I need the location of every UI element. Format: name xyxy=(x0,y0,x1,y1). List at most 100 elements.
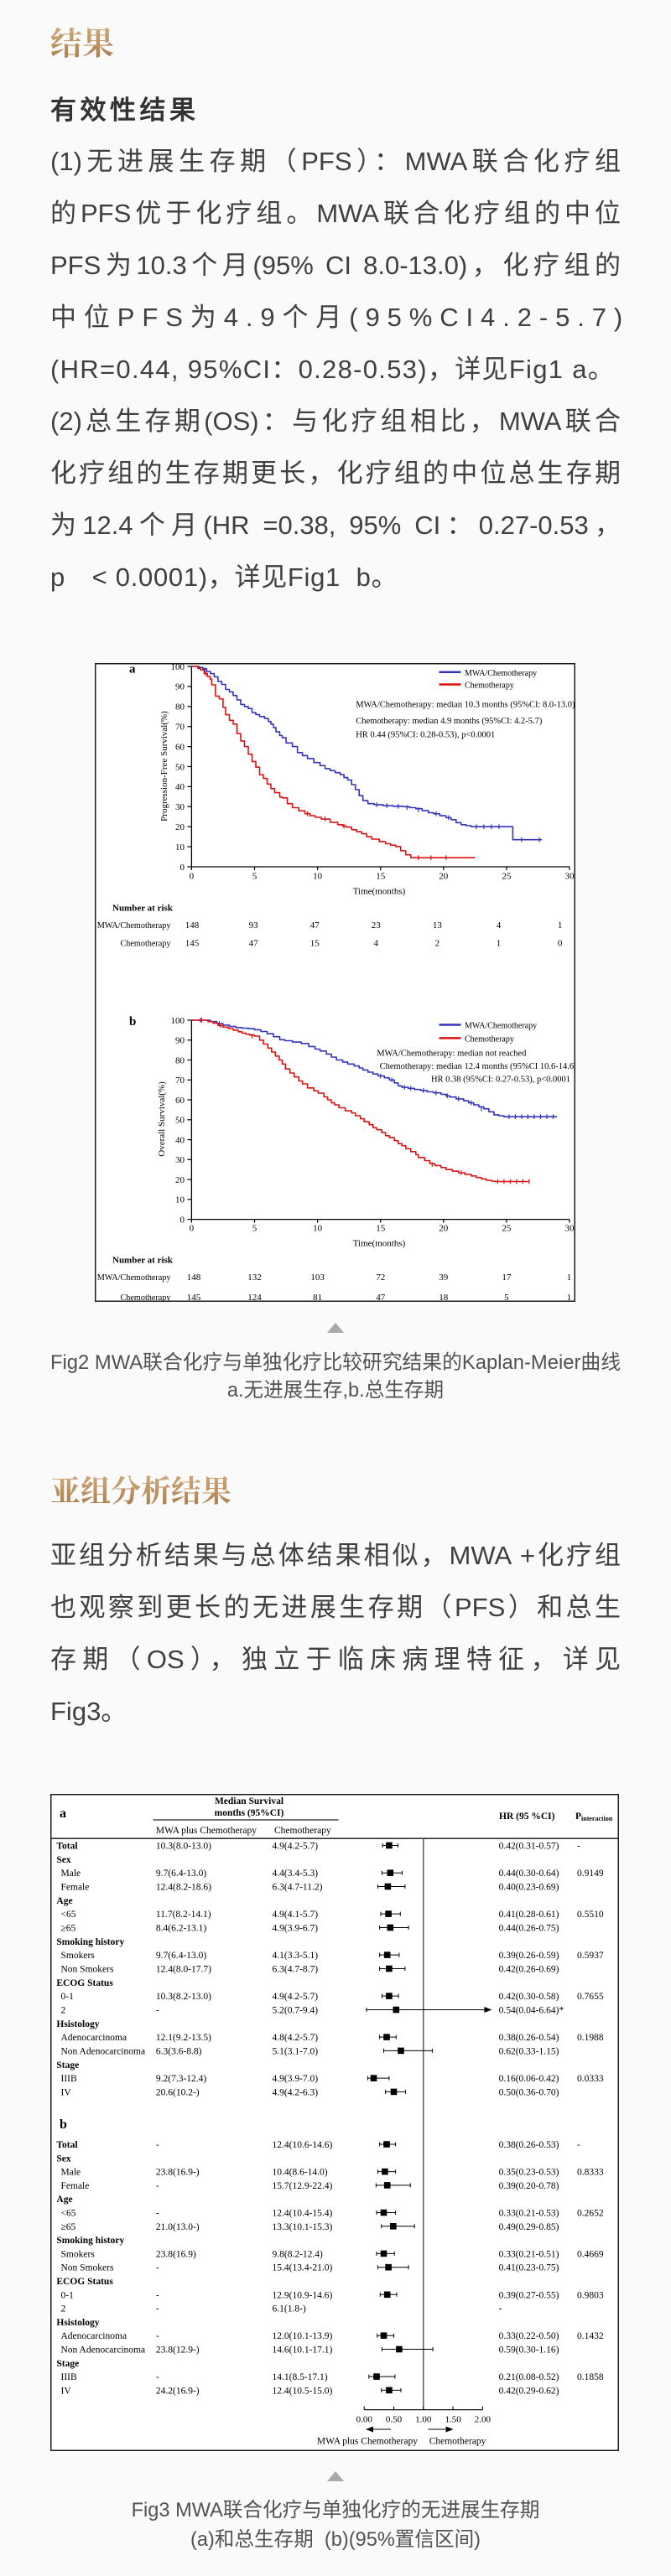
svg-text:10: 10 xyxy=(175,1195,185,1205)
svg-text:39: 39 xyxy=(439,1272,449,1283)
svg-text:2: 2 xyxy=(435,939,440,949)
svg-text:4: 4 xyxy=(497,920,502,930)
svg-text:145: 145 xyxy=(187,1293,201,1302)
svg-text:10: 10 xyxy=(175,842,185,853)
svg-text:0.33(0.21-0.51): 0.33(0.21-0.51) xyxy=(499,2249,559,2259)
svg-text:0.50(0.36-0.70): 0.50(0.36-0.70) xyxy=(499,2087,559,2097)
svg-text:Hsistology: Hsistology xyxy=(56,2318,99,2328)
svg-text:0.42(0.31-0.57): 0.42(0.31-0.57) xyxy=(499,1842,559,1852)
svg-text:60: 60 xyxy=(175,742,185,752)
svg-text:Stage: Stage xyxy=(56,2359,79,2369)
svg-text:0.1858: 0.1858 xyxy=(577,2372,604,2382)
svg-text:Overall Survival(%): Overall Survival(%) xyxy=(157,1081,167,1157)
svg-text:0.44(0.26-0.75): 0.44(0.26-0.75) xyxy=(499,1924,559,1934)
svg-text:12.4(8.0-17.7): 12.4(8.0-17.7) xyxy=(156,1965,211,1975)
svg-text:-: - xyxy=(156,2290,159,2300)
svg-text:0.39(0.27-0.55): 0.39(0.27-0.55) xyxy=(499,2290,559,2300)
svg-text:MWA/Chemotherapy: MWA/Chemotherapy xyxy=(465,1022,537,1031)
svg-text:12.9(10.9-14.6): 12.9(10.9-14.6) xyxy=(273,2290,333,2300)
svg-text:100: 100 xyxy=(171,1016,185,1026)
svg-text:0.33(0.21-0.53): 0.33(0.21-0.53) xyxy=(499,2209,559,2219)
svg-text:MWA/Chemotherapy: median not r: MWA/Chemotherapy: median not reached xyxy=(377,1049,527,1058)
svg-text:Stage: Stage xyxy=(56,2060,79,2071)
svg-text:6.3(4.7-11.2): 6.3(4.7-11.2) xyxy=(273,1883,323,1893)
svg-text:18: 18 xyxy=(439,1293,449,1302)
svg-text:12.4(8.2-18.6): 12.4(8.2-18.6) xyxy=(156,1883,211,1893)
svg-text:MWA plus Chemotherapy: MWA plus Chemotherapy xyxy=(317,2437,418,2447)
svg-text:12.4(10.6-14.6): 12.4(10.6-14.6) xyxy=(273,2140,333,2150)
svg-text:0.39(0.20-0.78): 0.39(0.20-0.78) xyxy=(499,2181,559,2191)
svg-text:Non Smokers: Non Smokers xyxy=(61,2263,114,2273)
svg-text:24.2(16.9-): 24.2(16.9-) xyxy=(156,2386,200,2396)
svg-text:9.7(6.4-13.0): 9.7(6.4-13.0) xyxy=(156,1951,207,1961)
svg-text:Chemotherapy: Chemotherapy xyxy=(121,1293,172,1302)
svg-text:0.59(0.30-1.16): 0.59(0.30-1.16) xyxy=(499,2345,559,2356)
svg-text:0.9803: 0.9803 xyxy=(577,2290,604,2300)
svg-text:Chemotherapy: Chemotherapy xyxy=(429,2437,486,2447)
svg-text:124: 124 xyxy=(247,1293,262,1302)
svg-text:20: 20 xyxy=(175,822,185,832)
svg-text:0.49(0.29-0.85): 0.49(0.29-0.85) xyxy=(499,2222,559,2232)
svg-text:Progression-Free Survival(%): Progression-Free Survival(%) xyxy=(159,711,169,822)
svg-text:months (95%CI): months (95%CI) xyxy=(215,1808,284,1818)
svg-text:9.7(6.4-13.0): 9.7(6.4-13.0) xyxy=(156,1869,207,1879)
svg-text:20.6(10.2-): 20.6(10.2-) xyxy=(156,2087,200,2097)
svg-text:Female: Female xyxy=(61,2181,90,2191)
svg-text:Non Smokers: Non Smokers xyxy=(61,1965,114,1975)
svg-text:5.2(0.7-9.4): 5.2(0.7-9.4) xyxy=(273,2006,319,2016)
svg-text:145: 145 xyxy=(185,939,200,949)
svg-text:<65: <65 xyxy=(61,1910,76,1920)
svg-text:0.39(0.26-0.59): 0.39(0.26-0.59) xyxy=(499,1951,559,1961)
svg-text:40: 40 xyxy=(175,782,185,792)
svg-text:4.9(4.2-6.3): 4.9(4.2-6.3) xyxy=(273,2087,319,2097)
svg-text:6.1(1.8-): 6.1(1.8-) xyxy=(273,2304,306,2314)
svg-text:9.2(7.3-12.4): 9.2(7.3-12.4) xyxy=(156,2074,207,2084)
svg-text:47: 47 xyxy=(310,920,320,930)
svg-text:a: a xyxy=(129,663,136,676)
svg-text:10: 10 xyxy=(313,872,323,882)
svg-text:0.40(0.23-0.69): 0.40(0.23-0.69) xyxy=(499,1883,559,1893)
svg-text:0.42(0.29-0.62): 0.42(0.29-0.62) xyxy=(499,2386,559,2396)
svg-text:103: 103 xyxy=(310,1272,325,1283)
svg-text:Smokers: Smokers xyxy=(61,1951,96,1961)
svg-text:80: 80 xyxy=(175,702,185,713)
svg-text:20: 20 xyxy=(175,1175,185,1185)
svg-text:2: 2 xyxy=(61,2304,66,2314)
svg-text:HR (95 %CI): HR (95 %CI) xyxy=(499,1811,555,1822)
svg-text:-: - xyxy=(499,2304,502,2314)
svg-text:4.9(4.2-5.7): 4.9(4.2-5.7) xyxy=(273,1992,319,2002)
svg-text:10: 10 xyxy=(313,1224,323,1234)
svg-text:4.4(3.4-5.3): 4.4(3.4-5.3) xyxy=(273,1869,319,1879)
svg-text:Smokers: Smokers xyxy=(61,2249,96,2259)
svg-text:2: 2 xyxy=(61,2006,66,2016)
svg-text:0.50: 0.50 xyxy=(386,2415,403,2425)
svg-text:30: 30 xyxy=(565,1224,575,1234)
svg-text:10.3(8.0-13.0): 10.3(8.0-13.0) xyxy=(156,1842,211,1852)
svg-text:0.62(0.33-1.15): 0.62(0.33-1.15) xyxy=(499,2046,559,2056)
svg-text:1: 1 xyxy=(567,1293,572,1302)
svg-text:15: 15 xyxy=(376,872,386,882)
svg-text:30: 30 xyxy=(175,802,185,812)
svg-text:0.33(0.22-0.50): 0.33(0.22-0.50) xyxy=(499,2331,559,2341)
svg-text:Adenocarcinoma: Adenocarcinoma xyxy=(61,2331,127,2341)
svg-text:15: 15 xyxy=(310,939,320,949)
svg-text:MWA/Chemotherapy: MWA/Chemotherapy xyxy=(465,669,537,678)
svg-text:4.9(3.9-7.0): 4.9(3.9-7.0) xyxy=(273,2074,319,2084)
svg-text:81: 81 xyxy=(313,1293,322,1302)
svg-text:Chemotherapy: Chemotherapy xyxy=(465,1034,514,1044)
svg-text:Male: Male xyxy=(61,1869,81,1879)
svg-text:4.9(4.1-5.7): 4.9(4.1-5.7) xyxy=(273,1910,319,1920)
svg-text:-: - xyxy=(156,2006,159,2016)
svg-text:47: 47 xyxy=(376,1293,386,1302)
svg-text:Time(months): Time(months) xyxy=(353,887,406,897)
svg-text:-: - xyxy=(156,2372,159,2382)
svg-text:MWA/Chemotherapy: MWA/Chemotherapy xyxy=(97,921,172,930)
svg-text:6.3(3.6-8.8): 6.3(3.6-8.8) xyxy=(156,2046,202,2056)
svg-text:10.4(8.6-14.0): 10.4(8.6-14.0) xyxy=(273,2168,328,2178)
svg-text:1: 1 xyxy=(558,920,563,930)
svg-text:-: - xyxy=(156,2331,159,2341)
svg-text:Adenocarcinoma: Adenocarcinoma xyxy=(61,2033,127,2043)
svg-text:-: - xyxy=(156,2140,159,2150)
svg-text:93: 93 xyxy=(249,920,259,930)
svg-text:23.8(12.9-): 23.8(12.9-) xyxy=(156,2345,200,2356)
